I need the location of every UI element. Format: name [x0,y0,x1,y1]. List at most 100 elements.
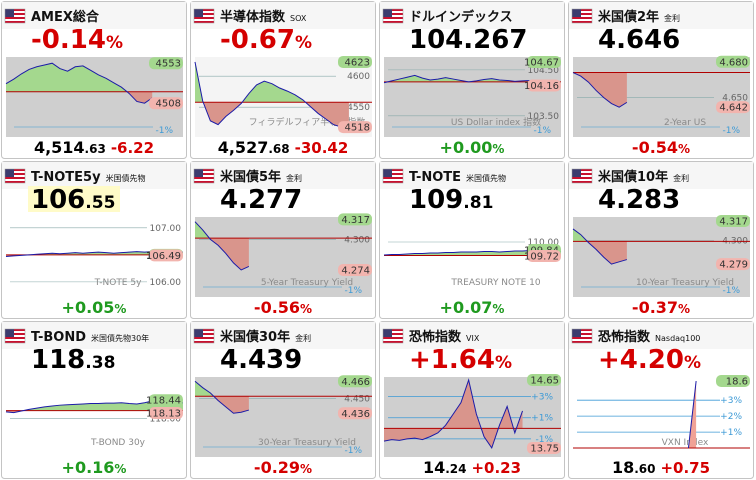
area-down [195,238,249,270]
flag [4,168,26,184]
high-tab [527,374,561,387]
foot-part: % [492,302,504,316]
main-part: % [684,353,701,373]
main-part: 4.283 [598,185,680,215]
chart-area [573,217,750,297]
main-value: 4.283 [598,185,680,215]
price-line [194,380,250,414]
flag [571,168,593,184]
price-line [194,61,350,128]
tile: 恐怖指数 Nasdaq100 +4.20% +3% +2% +1% VXN Index 18.… [568,321,754,479]
y-tick-label: 107.00 [150,224,182,234]
title-text: 米国債10年 [598,169,668,185]
title-tag: 金利 [673,173,689,183]
chart-area [384,57,561,137]
area-down [195,396,249,414]
title-bar [380,162,564,189]
title-text: 恐怖指数 [598,329,651,345]
low-label: 104.16 [524,81,559,92]
tile: T-NOTE5y 米国債先物 106.55 107.00 106.00 T-NOTE 5y… [1,161,187,319]
main-value: -0.67% [220,25,312,55]
foot-change: -6.22 [111,139,154,157]
foot-value: 14.24 +0.23 [423,458,521,477]
main-part: 4.277 [220,185,302,215]
high-tab [338,213,372,226]
foot-part: % [492,142,504,156]
tile: T-BOND 米国債先物30年 118.38 118.00 T-BOND 30y 118.… [1,321,187,479]
foot-value: -0.54% [632,138,690,157]
y-tick-label: 4550 [347,103,370,113]
main-value: 4.646 [598,25,680,55]
foot-value: 4,527.68 -30.42 [218,138,349,157]
area-up [6,63,128,92]
pct-label: +1% [720,428,742,438]
pct-label: +1% [531,414,553,424]
tile: 恐怖指数 VIX +1.64% +3% +1% -1% 14.65 13.75 14.24 +0.… [379,321,565,479]
main-value: 106.55 [31,185,115,215]
foot-part: .63 [85,142,106,156]
flag [4,328,26,344]
price-line [194,221,250,271]
high-tab [149,57,183,70]
title-tag: SOX [290,14,307,23]
main-part: 4.646 [598,25,680,55]
high-label: 4.317 [341,215,370,226]
main-value: 109.81 [409,185,493,215]
low-label: 4518 [345,123,370,134]
main-value: 4.439 [220,345,302,375]
main-part: 4.439 [220,345,302,375]
title-bar [380,2,564,29]
title-text: T-NOTE5y [31,170,101,185]
foot-part: % [114,302,126,316]
main-part: -0.14 [31,25,106,55]
main-part: +4.20 [598,345,684,375]
low-tab [149,249,183,262]
title-tag: 米国債先物30年 [91,333,149,343]
price-line [383,74,531,84]
high-label: 4623 [345,57,370,68]
foot-part: 14 [423,458,445,477]
tile-title: 米国債10年 金利 [598,169,689,185]
foot-part: +0.05 [62,298,115,317]
high-tab [338,55,372,68]
main-value: +1.64% [409,345,512,375]
tile-title: T-NOTE 米国債先物 [409,170,506,185]
main-value: +4.20% [598,345,701,375]
flag [193,8,215,24]
low-tab [338,407,372,420]
flag [571,8,593,24]
main-part: +1.64 [409,345,495,375]
foot-part: .68 [268,142,289,156]
low-tab [338,263,372,276]
main-part: .55 [85,193,115,213]
tile-title: 恐怖指数 Nasdaq100 [598,329,700,345]
foot-part: .60 [634,462,655,476]
title-tag: Nasdaq100 [655,334,700,343]
area-down [6,91,153,104]
title-text: 半導体指数 [220,9,286,25]
watermark: TREASURY NOTE 10 [450,278,541,288]
pct-label: -1% [535,435,553,445]
flag [382,8,404,24]
main-part: % [495,353,512,373]
tile-title: AMEX総合 [31,9,100,25]
title-text: AMEX総合 [31,9,100,25]
tile-title: 米国債2年 金利 [598,9,680,25]
pct-label: -1% [344,446,362,456]
low-label: 4508 [156,99,181,110]
title-bar [569,322,753,349]
tile: 半導体指数 SOX-0.67%46004550フィラデルフィア半導体指数46234… [190,1,376,159]
foot-part: +0.00 [440,138,493,157]
tile: AMEX総合-0.14% -1% 4553 4508 4,514.63 -6.22 [1,1,187,159]
low-tab [149,407,183,420]
high-label: 118.44 [146,396,181,407]
low-label: 13.75 [530,443,559,454]
low-label: 106.49 [146,251,181,262]
main-part: 106 [31,185,85,215]
pct-label: +3% [720,396,742,406]
price-line [383,378,523,450]
title-tag: 米国債先物 [466,173,506,183]
pct-label: -1% [533,126,551,136]
